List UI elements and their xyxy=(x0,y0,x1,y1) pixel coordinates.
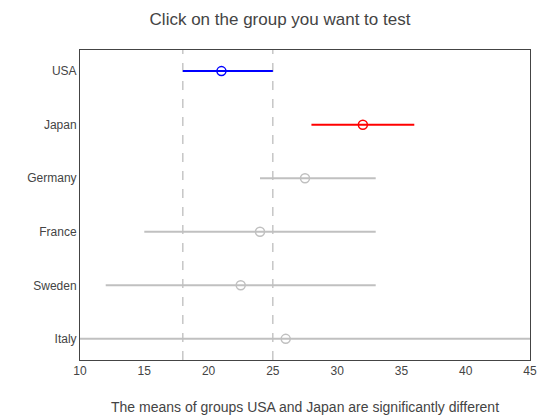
svg-text:30: 30 xyxy=(330,364,344,378)
svg-text:45: 45 xyxy=(523,364,537,378)
svg-text:Germany: Germany xyxy=(27,171,76,185)
svg-text:France: France xyxy=(39,225,77,239)
svg-text:20: 20 xyxy=(202,364,216,378)
svg-text:Sweden: Sweden xyxy=(33,279,76,293)
svg-text:15: 15 xyxy=(138,364,152,378)
svg-text:Click on the group you want to: Click on the group you want to test xyxy=(150,10,411,29)
svg-text:25: 25 xyxy=(266,364,280,378)
svg-text:40: 40 xyxy=(459,364,473,378)
svg-text:35: 35 xyxy=(395,364,409,378)
svg-text:USA: USA xyxy=(52,64,77,78)
svg-text:10: 10 xyxy=(73,364,87,378)
svg-text:Japan: Japan xyxy=(44,118,77,132)
svg-text:Italy: Italy xyxy=(55,332,77,346)
svg-text:The means of groups USA and Ja: The means of groups USA and Japan are si… xyxy=(111,399,499,415)
